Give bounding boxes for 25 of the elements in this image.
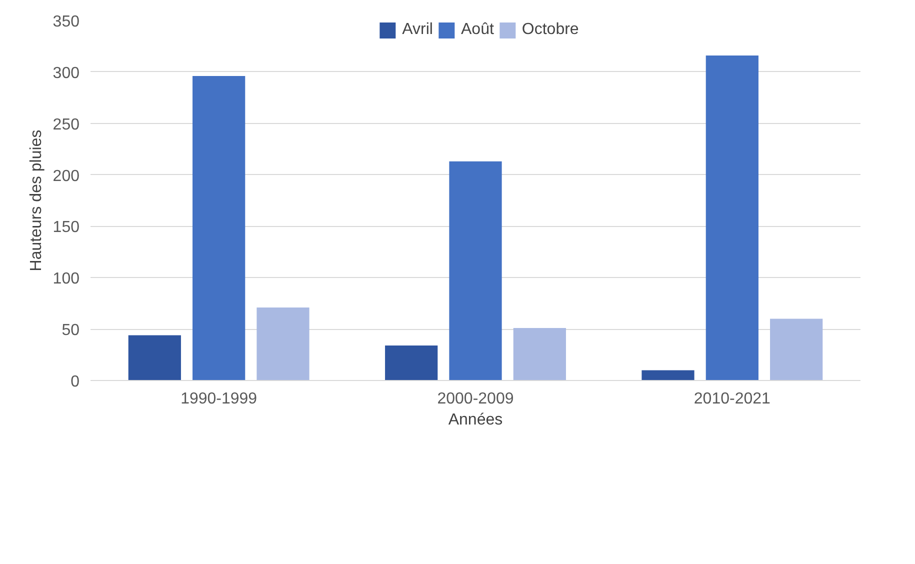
bar	[513, 328, 566, 380]
bar	[770, 318, 823, 380]
x-tick-label: 2000-2009	[437, 390, 514, 408]
bar	[706, 55, 758, 380]
y-axis-title: Hauteurs des pluies	[28, 130, 45, 272]
bar	[385, 346, 438, 380]
bar	[128, 335, 181, 380]
y-tick-label: 200	[52, 168, 80, 185]
y-tick-label: 350	[52, 14, 80, 30]
y-tick-label: 150	[52, 219, 80, 236]
y-tick-label: 0	[70, 374, 80, 390]
bar	[192, 76, 246, 380]
legend-label: Octobre	[522, 21, 579, 39]
legend-label: Août	[460, 21, 494, 39]
y-tick-label: 100	[52, 270, 80, 288]
x-tick-label: 2010-2021	[694, 390, 771, 408]
x-axis-title: Années	[448, 412, 503, 428]
bar	[642, 370, 694, 380]
y-tick-label: 300	[52, 64, 80, 82]
y-tick-label: 250	[52, 116, 80, 134]
x-tick-label: 1990-1999	[180, 390, 258, 408]
bar	[256, 307, 310, 380]
y-tick-label: 50	[62, 322, 80, 340]
legend-label: Avril	[402, 21, 433, 39]
bar	[449, 161, 502, 380]
